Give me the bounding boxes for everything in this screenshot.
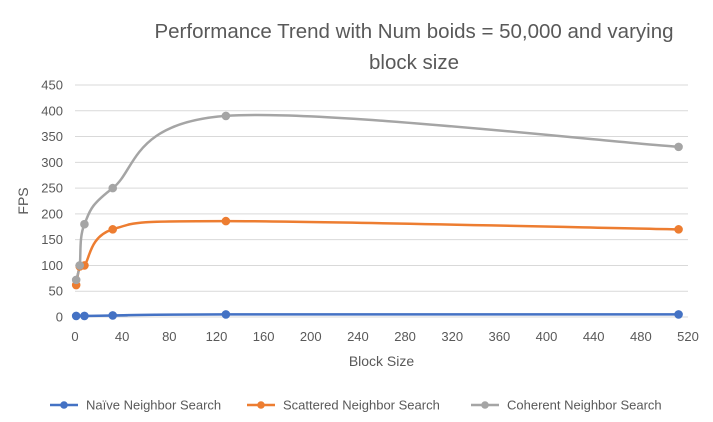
legend-item: Naïve Neighbor Search bbox=[50, 398, 221, 413]
x-tick-label: 320 bbox=[441, 329, 463, 344]
y-axis-title: FPS bbox=[15, 187, 31, 214]
y-tick-label: 200 bbox=[41, 206, 63, 221]
legend-label: Coherent Neighbor Search bbox=[507, 398, 662, 413]
legend-item: Coherent Neighbor Search bbox=[471, 398, 662, 413]
x-axis-title: Block Size bbox=[349, 353, 415, 369]
y-tick-labels: 0 50 100 150 200 250 300 350 400 450 bbox=[41, 78, 63, 325]
legend-label: Scattered Neighbor Search bbox=[283, 398, 440, 413]
series-line bbox=[74, 113, 680, 282]
data-point bbox=[221, 111, 231, 121]
x-tick-label: 80 bbox=[162, 329, 176, 344]
y-tick-label: 350 bbox=[41, 129, 63, 144]
chart-title: Performance Trend with Num boids = 50,00… bbox=[154, 20, 674, 74]
x-tick-label: 520 bbox=[677, 329, 699, 344]
legend-marker bbox=[257, 401, 265, 409]
x-tick-label: 200 bbox=[300, 329, 322, 344]
x-tick-label: 400 bbox=[536, 329, 558, 344]
gridlines bbox=[75, 84, 688, 292]
data-point bbox=[221, 310, 231, 319]
y-tick-label: 250 bbox=[41, 181, 63, 196]
legend: Naïve Neighbor Search Scattered Neighbor … bbox=[50, 398, 662, 413]
y-tick-label: 0 bbox=[56, 310, 63, 325]
data-point bbox=[75, 261, 85, 270]
x-tick-label: 480 bbox=[630, 329, 652, 344]
legend-item: Scattered Neighbor Search bbox=[247, 398, 440, 413]
y-tick-label: 400 bbox=[41, 103, 63, 118]
x-tick-label: 160 bbox=[253, 329, 275, 344]
data-point bbox=[71, 311, 81, 321]
data-point bbox=[108, 225, 118, 234]
data-point bbox=[674, 225, 683, 234]
series-line bbox=[74, 313, 680, 318]
data-point bbox=[80, 219, 89, 229]
series-points bbox=[71, 111, 683, 321]
data-point bbox=[108, 311, 118, 320]
legend-marker bbox=[481, 401, 489, 409]
y-tick-label: 150 bbox=[41, 232, 63, 247]
data-point bbox=[674, 310, 683, 319]
y-tick-label: 450 bbox=[41, 78, 63, 93]
x-tick-label: 120 bbox=[206, 329, 228, 344]
series-lines bbox=[74, 113, 680, 318]
x-tick-label: 360 bbox=[489, 329, 511, 344]
y-tick-label: 50 bbox=[49, 284, 63, 299]
y-tick-label: 100 bbox=[41, 258, 63, 273]
data-point bbox=[108, 183, 118, 193]
x-tick-label: 240 bbox=[347, 329, 369, 344]
y-tick-label: 300 bbox=[41, 155, 63, 170]
series-line bbox=[74, 219, 680, 287]
data-point bbox=[71, 275, 81, 285]
data-point bbox=[80, 311, 89, 321]
legend-marker bbox=[60, 401, 68, 409]
legend-label: Naïve Neighbor Search bbox=[86, 398, 221, 413]
x-tick-label: 440 bbox=[583, 329, 605, 344]
x-tick-label: 40 bbox=[115, 329, 129, 344]
data-point bbox=[221, 216, 231, 226]
x-tick-label: 0 bbox=[71, 329, 78, 344]
x-tick-label: 280 bbox=[394, 329, 416, 344]
data-point bbox=[674, 142, 683, 152]
x-tick-labels: 0 40 80 120 160 200 240 280 320 360 400 440 480 520 bbox=[71, 329, 698, 344]
